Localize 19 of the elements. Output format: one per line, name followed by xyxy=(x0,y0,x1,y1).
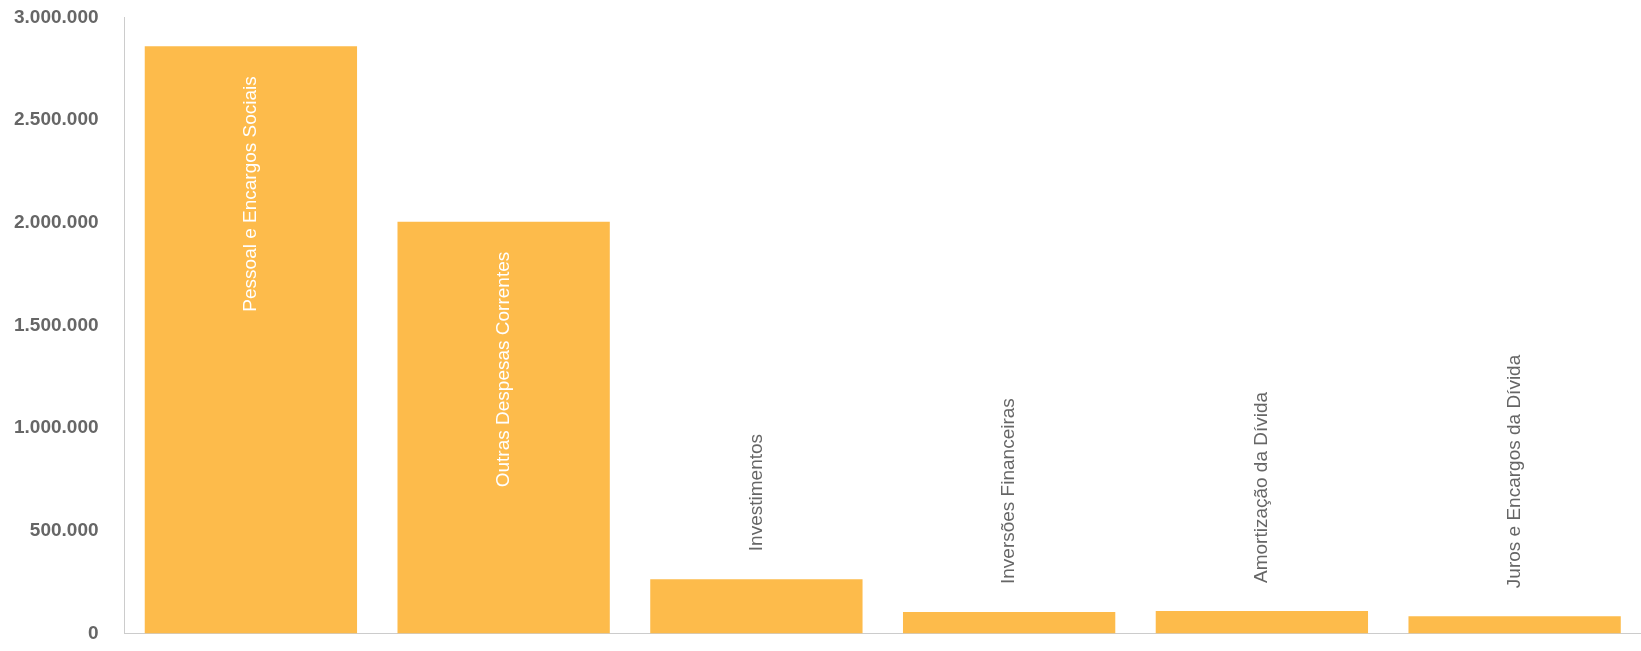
y-tick-label: 1.000.000 xyxy=(13,416,99,438)
bar xyxy=(144,46,358,634)
y-tick-label: 1.500.000 xyxy=(13,313,99,335)
y-tick-label: 0 xyxy=(87,621,99,643)
bar xyxy=(650,579,863,634)
y-tick-label: 2.000.000 xyxy=(13,211,99,233)
y-tick-label: 2.500.000 xyxy=(13,108,99,130)
bar xyxy=(1155,611,1369,634)
y-tick-label: 500.000 xyxy=(29,519,99,541)
bar xyxy=(902,612,1116,634)
x-tick-label: Juros e Encargos da Dívida xyxy=(1502,354,1524,589)
bar xyxy=(397,221,610,634)
bar xyxy=(1408,616,1621,634)
x-tick-label: Outras Despesas Correntes xyxy=(491,251,513,488)
x-tick-label: Pessoal e Encargos Sociais xyxy=(239,76,261,312)
y-tick-label: 3.000.000 xyxy=(13,5,99,27)
x-tick-label: Inversões Financeiras xyxy=(997,398,1019,585)
x-tick-label: Investimentos xyxy=(744,433,766,552)
x-tick-label: Amortização da Dívida xyxy=(1250,391,1272,584)
